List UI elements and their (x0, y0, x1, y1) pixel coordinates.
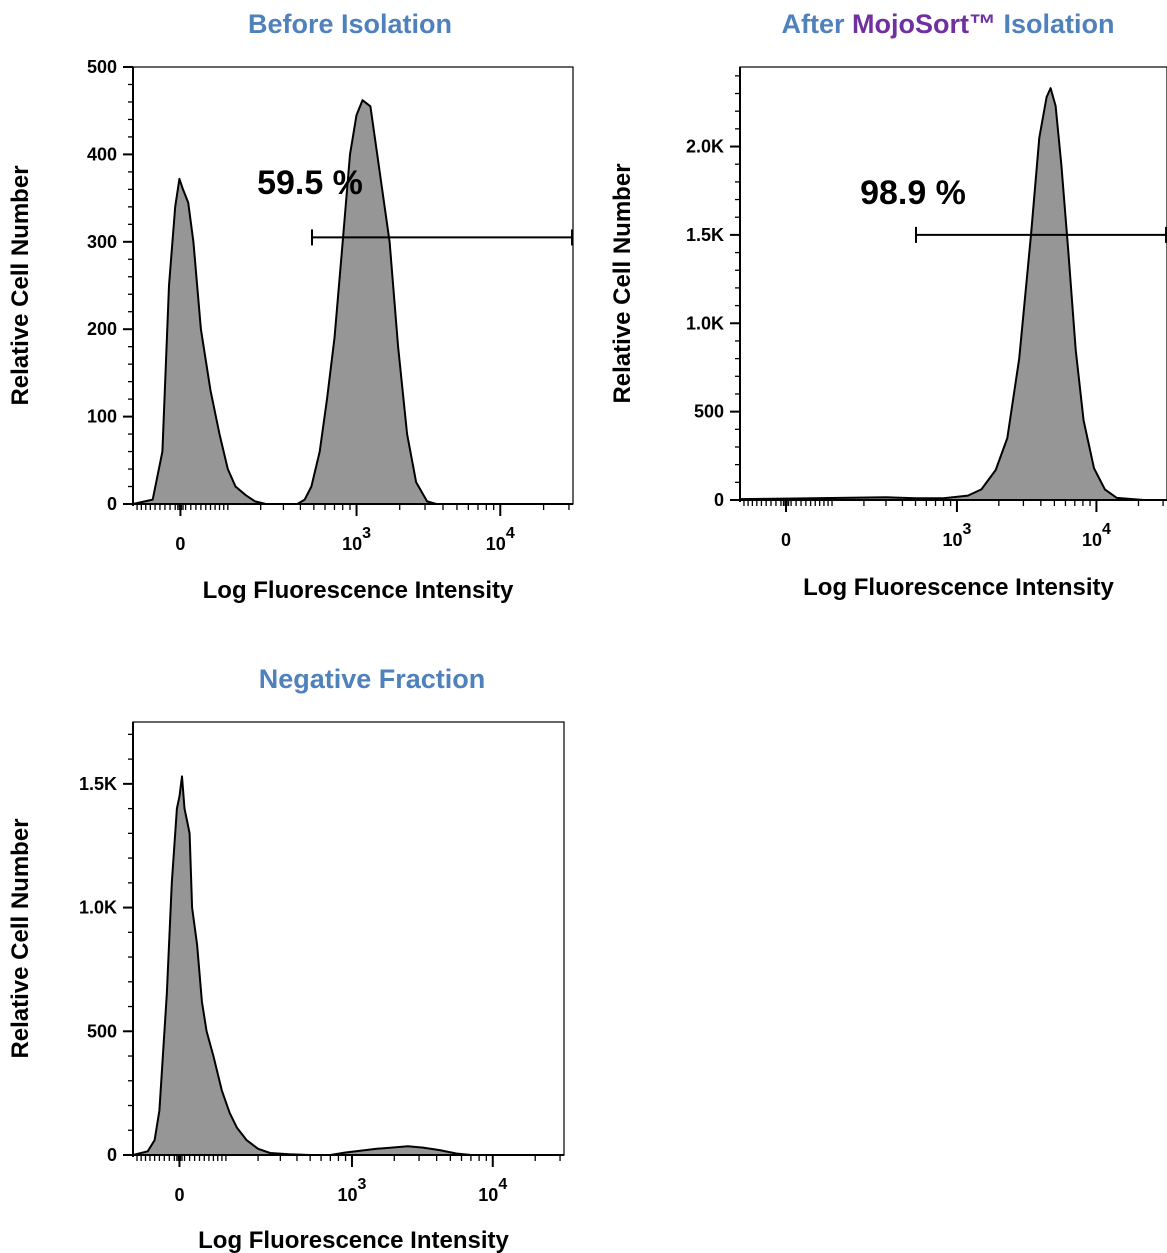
x-tick-label: 0 (175, 534, 185, 554)
x-tick-label: 103 (342, 525, 371, 554)
x-tick-base: 0 (781, 530, 791, 550)
x-tick-exponent: 3 (963, 521, 972, 538)
x-tick-base: 10 (486, 534, 506, 554)
y-tick-label: 1.5K (686, 225, 724, 245)
x-tick-exponent: 3 (358, 1176, 367, 1193)
y-tick-label: 200 (87, 319, 117, 339)
x-tick-exponent: 4 (1102, 521, 1111, 538)
x-tick-label: 103 (942, 521, 971, 550)
histogram-area (132, 99, 551, 505)
x-axis-title: Log Fluorescence Intensity (803, 574, 1114, 601)
y-tick-label: 100 (87, 407, 117, 427)
x-tick-exponent: 4 (498, 1176, 507, 1193)
x-tick-base: 10 (942, 530, 962, 550)
gate-percentage: 59.5 % (257, 164, 363, 202)
y-tick-label: 500 (87, 1021, 117, 1041)
x-tick-base: 0 (175, 534, 185, 554)
x-tick-base: 10 (338, 1185, 358, 1205)
x-axis-title: Log Fluorescence Intensity (203, 577, 514, 604)
y-tick-label: 0 (107, 494, 117, 514)
x-tick-exponent: 3 (362, 525, 371, 542)
title-part: After (781, 9, 852, 39)
title-part: Isolation (996, 9, 1115, 39)
x-tick-base: 10 (478, 1185, 498, 1205)
panel-title: Before Isolation (248, 9, 452, 39)
histogram-area (739, 87, 1146, 501)
y-tick-label: 0 (714, 490, 724, 510)
y-axis-title: Relative Cell Number (609, 163, 636, 403)
y-axis-title: Relative Cell Number (7, 165, 34, 405)
y-tick-label: 0 (107, 1145, 117, 1165)
y-tick-label: 1.5K (79, 774, 117, 794)
panel-title: After MojoSort™ Isolation (781, 9, 1114, 39)
gate-percentage: 98.9 % (860, 174, 966, 212)
y-tick-label: 1.0K (686, 313, 724, 333)
x-tick-base: 10 (1082, 530, 1102, 550)
x-tick-label: 103 (338, 1176, 367, 1205)
x-tick-base: 0 (174, 1185, 184, 1205)
histogram-panel-after-isolation: After MojoSort™ Isolation 0 500 1.0K 1.5K 2.… (609, 9, 1167, 601)
y-tick-label: 2.0K (686, 137, 724, 157)
brand-name: MojoSort™ (852, 9, 996, 39)
y-axis-title: Relative Cell Number (7, 818, 34, 1058)
x-tick-exponent: 4 (506, 525, 515, 542)
panel-title: Negative Fraction (259, 664, 486, 694)
x-tick-label: 104 (486, 525, 515, 554)
y-tick-label: 400 (87, 144, 117, 164)
x-tick-label: 104 (1082, 521, 1111, 550)
x-axis-title: Log Fluorescence Intensity (198, 1227, 509, 1253)
histogram-area (132, 775, 543, 1156)
y-tick-label: 1.0K (79, 898, 117, 918)
plot-frame (739, 66, 1167, 501)
x-tick-base: 10 (342, 534, 362, 554)
x-tick-label: 104 (478, 1176, 507, 1205)
y-tick-label: 500 (694, 402, 724, 422)
x-tick-label: 0 (174, 1185, 184, 1205)
y-tick-label: 500 (87, 57, 117, 77)
x-tick-label: 0 (781, 530, 791, 550)
y-tick-label: 300 (87, 232, 117, 252)
